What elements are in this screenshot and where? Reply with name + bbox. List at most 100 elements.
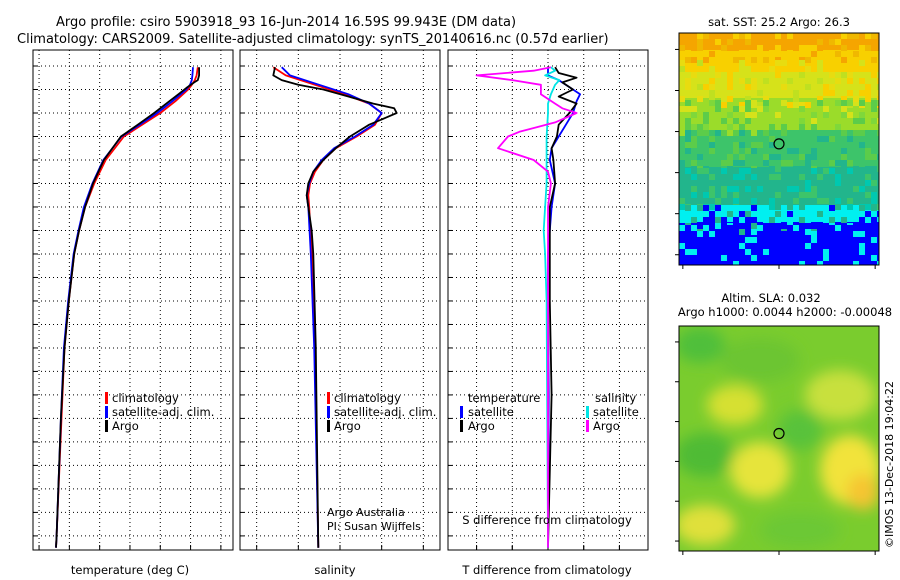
sst-pixel — [685, 249, 691, 255]
sst-pixel — [829, 118, 835, 124]
panel-frame — [32, 49, 234, 551]
sst-pixel — [829, 130, 835, 136]
sst-pixel — [853, 186, 859, 192]
sst-pixel — [763, 168, 769, 174]
sst-pixel — [733, 112, 739, 118]
sst-pixel — [775, 243, 781, 249]
sst-pixel — [811, 148, 817, 154]
sst-pixel — [685, 217, 691, 223]
sst-pixel — [835, 261, 841, 265]
sst-pixel — [835, 211, 841, 217]
sst-pixel — [697, 45, 703, 51]
sst-pixel — [847, 186, 853, 192]
sst-pixel — [775, 112, 781, 118]
sst-pixel — [715, 118, 721, 124]
sst-pixel — [757, 225, 763, 231]
sst-pixel — [685, 106, 691, 112]
sst-pixel — [739, 168, 745, 174]
sst-pixel — [697, 72, 703, 78]
sst-pixel — [685, 130, 691, 136]
sst-pixel — [775, 261, 781, 265]
sst-pixel — [841, 66, 847, 72]
sst-pixel — [841, 237, 847, 243]
sst-pixel — [871, 154, 877, 160]
sst-pixel — [817, 136, 823, 142]
salinity-xlabel: salinity — [314, 563, 355, 577]
sst-pixel — [745, 100, 751, 106]
sst-pixel — [787, 231, 793, 237]
sst-pixel — [739, 174, 745, 180]
sst-pixel — [811, 112, 817, 118]
sst-pixel — [721, 255, 727, 261]
sla-blob — [760, 512, 840, 548]
sst-pixel — [817, 33, 823, 39]
sst-pixel — [829, 168, 835, 174]
sst-pixel — [685, 205, 691, 211]
sst-pixel — [679, 166, 685, 172]
sst-pixel — [691, 142, 697, 148]
sst-pixel — [859, 78, 865, 84]
sst-pixel — [793, 186, 799, 192]
sst-pixel — [775, 204, 781, 210]
sst-pixel — [709, 142, 715, 148]
series-line-0 — [55, 67, 199, 548]
sst-pixel — [805, 229, 811, 235]
credit-pi: PI: Susan Wijffels — [327, 520, 421, 533]
sst-pixel — [691, 192, 697, 198]
sst-pixel — [835, 39, 841, 45]
sst-pixel — [805, 243, 811, 249]
sst-pixel — [751, 112, 757, 118]
sst-pixel — [757, 160, 763, 166]
sst-pixel — [679, 243, 685, 249]
sst-pixel — [757, 154, 763, 160]
sst-pixel — [751, 198, 757, 204]
sst-pixel — [727, 78, 733, 84]
sst-pixel — [763, 154, 769, 160]
sst-pixel — [853, 51, 859, 57]
sst-pixel — [691, 186, 697, 192]
sst-pixel — [787, 180, 793, 186]
sst-pixel — [859, 118, 865, 124]
sst-pixel — [811, 66, 817, 72]
temperature-xlabel: temperature (deg C) — [71, 563, 189, 577]
sst-map-title: sat. SST: 25.2 Argo: 26.3 — [708, 15, 850, 29]
sst-pixel — [847, 255, 853, 261]
sst-pixel — [835, 78, 841, 84]
sst-pixel — [703, 217, 709, 223]
sst-pixel — [835, 249, 841, 255]
sst-pixel — [841, 198, 847, 204]
sst-pixel — [805, 237, 811, 243]
sla-blobs — [679, 327, 879, 548]
sst-pixel — [691, 166, 697, 172]
sst-pixel — [721, 160, 727, 166]
sst-pixel — [733, 186, 739, 192]
sst-pixel — [871, 217, 877, 223]
sst-pixel — [679, 204, 685, 210]
sst-pixel — [703, 243, 709, 249]
sst-pixel — [709, 225, 715, 231]
sst-pixel — [805, 39, 811, 45]
sst-pixel — [691, 57, 697, 63]
sst-pixel — [859, 168, 865, 174]
sst-pixel — [841, 96, 847, 102]
sst-pixel — [733, 57, 739, 63]
sst-pixel — [847, 136, 853, 142]
sst-pixel — [871, 192, 877, 198]
legend-label-climatology: climatology — [112, 391, 179, 405]
sla-blob — [720, 338, 800, 382]
sst-pixel — [775, 100, 781, 106]
sst-pixel — [751, 57, 757, 63]
sst-pixel — [685, 148, 691, 154]
sst-pixel — [691, 106, 697, 112]
sst-pixel — [793, 90, 799, 96]
sst-pixel — [685, 136, 691, 142]
sst-pixel — [697, 96, 703, 102]
sst-pixel — [823, 180, 829, 186]
sst-pixel — [865, 33, 871, 39]
sst-pixel — [763, 237, 769, 243]
sst-pixel — [757, 142, 763, 148]
sst-pixel — [685, 51, 691, 57]
sst-pixel — [709, 148, 715, 154]
sst-pixel — [775, 142, 781, 148]
sst-pixel — [751, 217, 757, 223]
